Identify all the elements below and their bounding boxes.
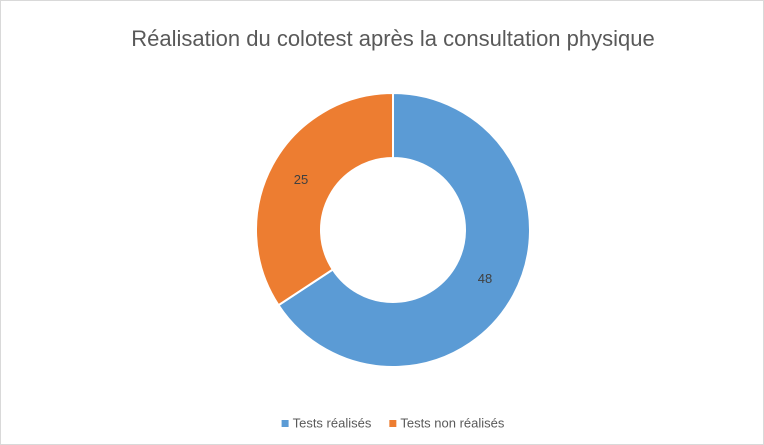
data-label: 48 — [478, 271, 492, 286]
donut-slice — [255, 91, 394, 307]
donut-slice — [277, 91, 531, 368]
chart-title: Réalisation du colotest après la consult… — [131, 26, 654, 51]
legend-marker — [281, 420, 289, 427]
data-label: 25 — [294, 172, 308, 187]
legend-marker — [389, 420, 397, 427]
legend-label: Tests non réalisés — [400, 415, 505, 430]
legend-label: Tests réalisés — [293, 415, 372, 430]
